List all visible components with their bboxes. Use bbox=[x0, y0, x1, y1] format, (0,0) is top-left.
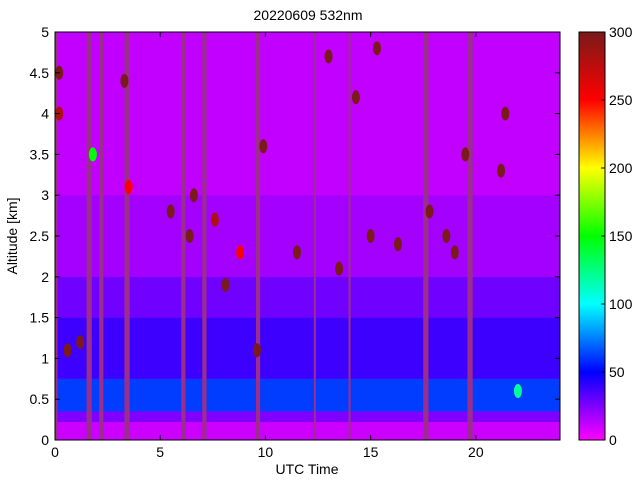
y-tick-label: 0.5 bbox=[30, 391, 50, 407]
cloud-signal bbox=[253, 343, 261, 358]
cloud-signal bbox=[259, 139, 268, 154]
data-gap-column bbox=[181, 32, 186, 440]
x-tick-label: 5 bbox=[156, 444, 164, 460]
y-tick-label: 5 bbox=[41, 24, 49, 40]
x-tick-label: 10 bbox=[258, 444, 274, 460]
cloud-signal bbox=[372, 41, 381, 56]
heatmap-layer bbox=[55, 276, 560, 318]
data-gap-column bbox=[348, 32, 351, 440]
heatmap-plot-area bbox=[55, 32, 560, 440]
x-tick-label: 20 bbox=[468, 444, 484, 460]
x-axis-ticks: 0 5 10 15 20 bbox=[51, 32, 484, 460]
colorbar-tick-label: 250 bbox=[609, 92, 633, 108]
colorbar-tick-label: 50 bbox=[609, 364, 625, 380]
data-gap-column bbox=[99, 32, 104, 440]
cloud-signal bbox=[185, 229, 194, 243]
y-tick-label: 3.5 bbox=[30, 146, 50, 162]
cloud-signal bbox=[513, 384, 522, 399]
cloud-signal bbox=[120, 73, 129, 88]
cloud-signal bbox=[88, 147, 97, 162]
heatmap-layer bbox=[55, 422, 560, 440]
cloud-signal bbox=[366, 229, 375, 243]
data-gap-column bbox=[313, 32, 316, 440]
heatmap-layer bbox=[55, 411, 560, 423]
data-gap-column bbox=[467, 32, 473, 440]
colorbar-ticks: 0 50 100 150 200 250 300 bbox=[601, 24, 633, 448]
cloud-signal bbox=[124, 180, 133, 195]
heatmap-layer bbox=[55, 32, 560, 196]
y-axis-ticks: 0 0.5 1 1.5 2 2.5 3 3.5 4 4.5 5 bbox=[30, 24, 560, 448]
data-gap-column bbox=[255, 32, 261, 440]
cloud-signal bbox=[76, 335, 85, 350]
cloud-signal bbox=[210, 212, 219, 227]
x-tick-label: 15 bbox=[363, 444, 379, 460]
data-gap-column bbox=[124, 32, 130, 440]
y-tick-label: 2.5 bbox=[30, 228, 50, 244]
chart-title: 20220609 532nm bbox=[254, 7, 363, 23]
cloud-signal bbox=[442, 229, 451, 243]
data-gap-column bbox=[423, 32, 429, 440]
x-tick-label: 0 bbox=[51, 444, 59, 460]
data-gap-column bbox=[202, 32, 207, 440]
y-tick-label: 4.5 bbox=[30, 65, 50, 81]
colorbar-tick-label: 0 bbox=[609, 432, 617, 448]
cloud-signal bbox=[335, 261, 344, 276]
x-axis-label: UTC Time bbox=[276, 461, 339, 477]
heatmap-layer bbox=[55, 195, 560, 277]
y-tick-label: 4 bbox=[41, 106, 49, 122]
y-axis-label: Altitude [km] bbox=[4, 197, 20, 274]
colorbar-tick-label: 150 bbox=[609, 228, 633, 244]
cloud-signal bbox=[324, 49, 333, 64]
cloud-signal bbox=[393, 237, 402, 252]
cloud-signal bbox=[189, 188, 198, 203]
y-tick-label: 1 bbox=[41, 350, 49, 366]
cloud-signal bbox=[497, 163, 506, 178]
data-gap-column bbox=[86, 32, 92, 440]
colorbar-tick-label: 200 bbox=[609, 160, 633, 176]
cloud-signal bbox=[461, 147, 470, 162]
cloud-signal bbox=[221, 277, 230, 292]
y-tick-label: 1.5 bbox=[30, 310, 50, 326]
cloud-signal bbox=[292, 245, 301, 260]
cloud-signal bbox=[166, 204, 175, 219]
cloud-signal bbox=[450, 245, 459, 260]
y-tick-label: 2 bbox=[41, 269, 49, 285]
heatmap-layer bbox=[55, 317, 560, 379]
cloud-signal bbox=[425, 204, 434, 219]
colorbar bbox=[578, 31, 606, 441]
colorbar-tick-label: 100 bbox=[609, 296, 633, 312]
cloud-signal bbox=[63, 343, 72, 358]
cloud-signal bbox=[501, 106, 510, 121]
cloud-signal bbox=[351, 90, 360, 105]
colorbar-tick-label: 300 bbox=[609, 24, 633, 40]
y-tick-label: 3 bbox=[41, 187, 49, 203]
cloud-signal bbox=[236, 245, 245, 260]
y-tick-label: 0 bbox=[41, 432, 49, 448]
heatmap-layer bbox=[55, 378, 560, 412]
